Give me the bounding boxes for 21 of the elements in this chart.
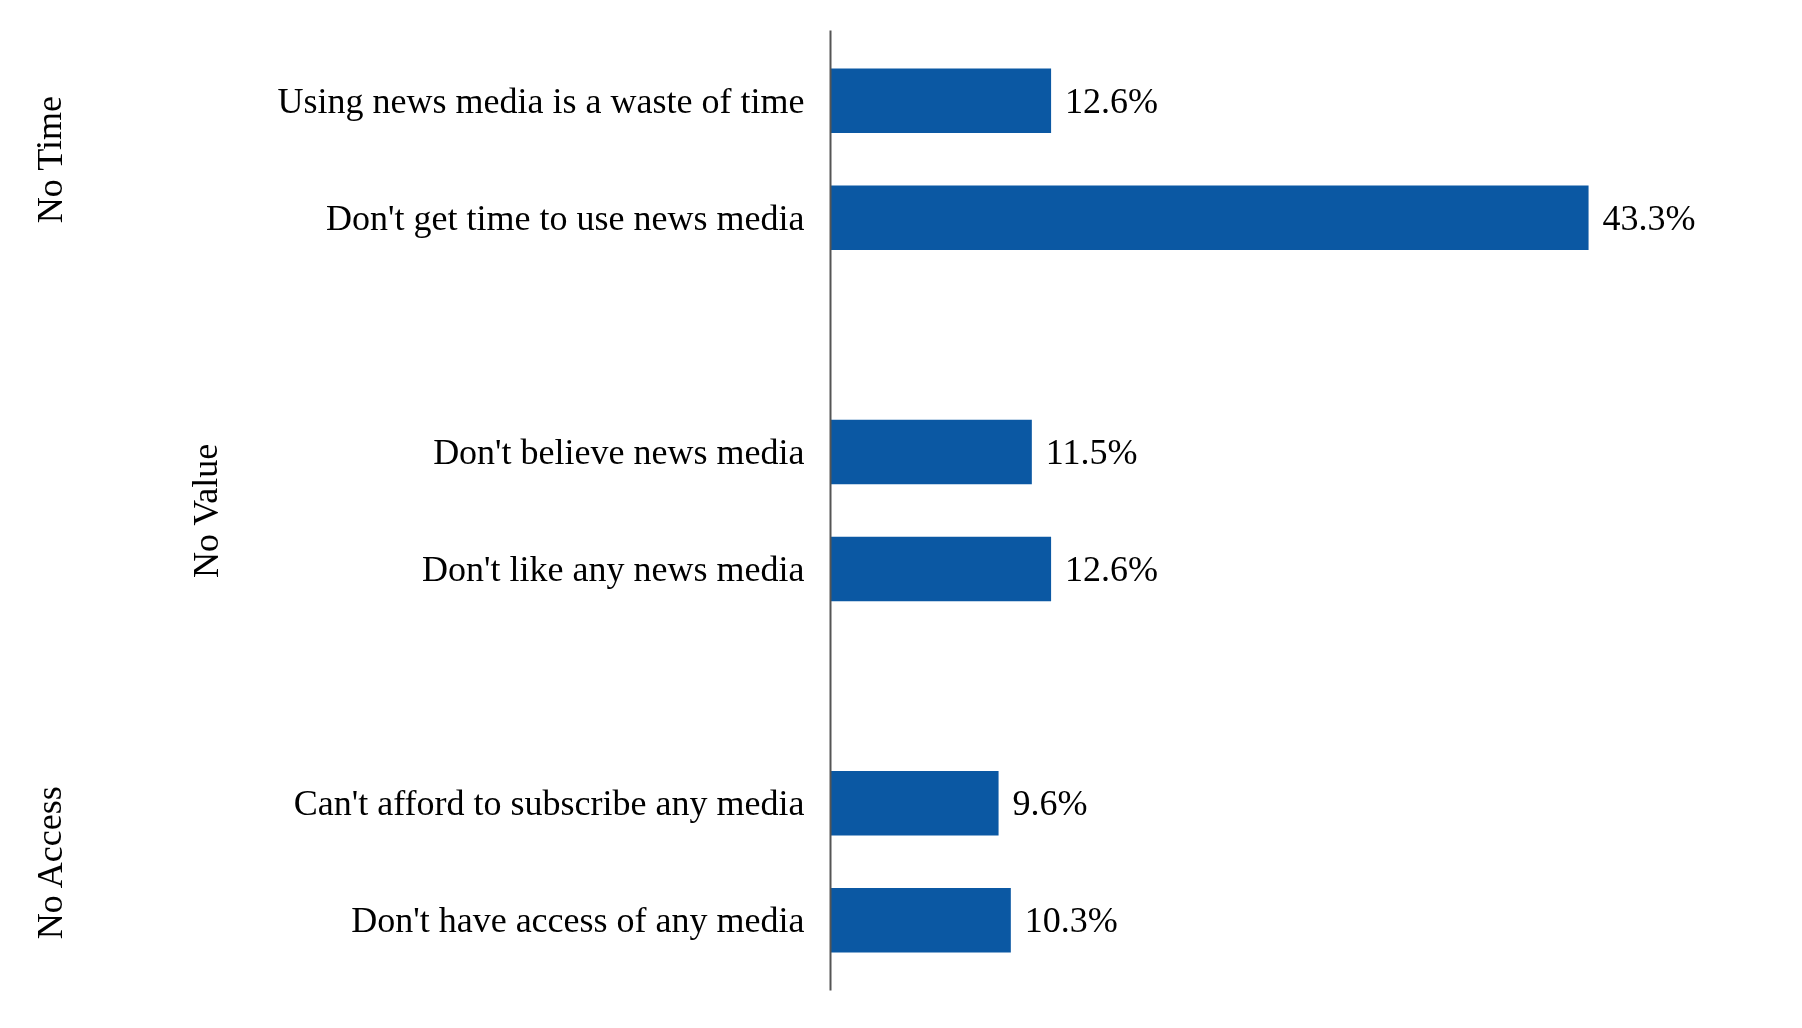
bar: [830, 888, 1011, 953]
y-tick-label: Using news media is a waste of time: [277, 80, 805, 121]
y-tick-label: Don't believe news media: [433, 431, 805, 472]
text: No Value: [185, 443, 226, 578]
y-tick-label: Don't get time to use news media: [326, 197, 805, 238]
y-tick-label: Don't have access of any media: [351, 900, 805, 941]
y-tick-label: Don't like any news media: [422, 549, 805, 590]
data-label: 12.6%: [1065, 549, 1159, 590]
data-label: 9.6%: [1012, 783, 1088, 824]
data-label: 12.6%: [1065, 80, 1159, 121]
y-tick-label: Can't afford to subscribe any media: [293, 783, 805, 824]
text: No Time: [29, 96, 70, 224]
bar: [830, 770, 999, 836]
bar: [830, 536, 1052, 602]
data-label: 10.3%: [1024, 900, 1118, 941]
bar: [830, 185, 1589, 251]
bar: [830, 419, 1032, 485]
bar: [830, 68, 1052, 133]
data-label: 43.3%: [1602, 197, 1696, 238]
data-label: 11.5%: [1045, 431, 1138, 472]
text: No Access: [29, 786, 70, 940]
